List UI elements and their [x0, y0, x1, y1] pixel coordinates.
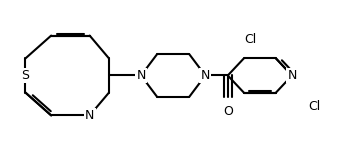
Text: S: S: [21, 69, 30, 82]
Text: N: N: [201, 69, 210, 82]
Text: N: N: [85, 109, 94, 122]
Text: N: N: [287, 69, 297, 82]
Text: Cl: Cl: [244, 33, 256, 46]
Text: O: O: [223, 105, 233, 118]
Text: N: N: [136, 69, 146, 82]
Text: Cl: Cl: [308, 100, 320, 113]
